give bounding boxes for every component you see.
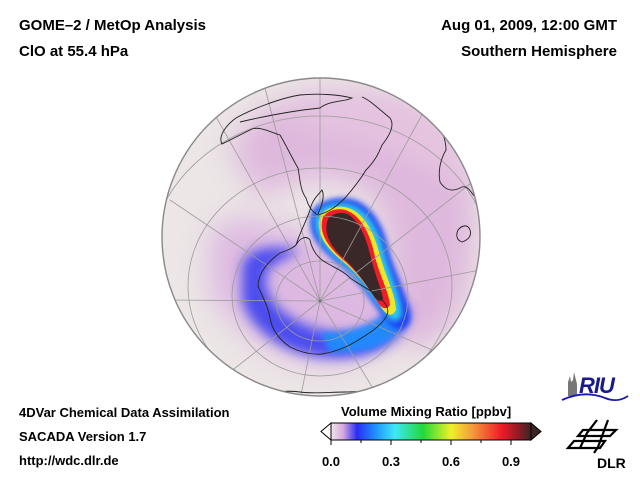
colorbar-under-triangle — [320, 421, 332, 442]
colorbar-over-triangle — [530, 421, 542, 442]
south-pole-marker — [318, 299, 322, 303]
product-title: GOME–2 / MetOp Analysis — [19, 17, 206, 34]
colorbar-title: Volume Mixing Ratio [ppbv] — [341, 404, 512, 419]
graticule — [162, 79, 480, 396]
hemisphere-label: Southern Hemisphere — [461, 43, 617, 60]
method-label: 4DVar Chemical Data Assimilation — [19, 405, 230, 420]
colorbar-tick-label: 0.9 — [501, 454, 521, 469]
colorbar-tick-label: 0.3 — [381, 454, 401, 469]
website-link[interactable]: http://wdc.dlr.de — [19, 453, 119, 468]
colorbar-tick-label: 0.0 — [321, 454, 341, 469]
version-label: SACADA Version 1.7 — [19, 429, 147, 444]
colorbar — [320, 421, 542, 445]
colorbar-gradient — [330, 422, 532, 441]
river-wave-icon — [561, 393, 629, 402]
dlr-logo-text: DLR — [597, 455, 626, 471]
cathedral-icon — [568, 372, 577, 396]
colorbar-tick-label: 0.6 — [441, 454, 461, 469]
species-level-label: ClO at 55.4 hPa — [19, 43, 129, 60]
globe-outline — [161, 77, 481, 397]
dlr-logo — [565, 419, 619, 454]
riu-logo-text: RIU — [579, 373, 615, 398]
datetime-label: Aug 01, 2009, 12:00 GMT — [441, 17, 617, 34]
riu-logo — [561, 372, 629, 402]
clo-field — [210, 93, 476, 365]
